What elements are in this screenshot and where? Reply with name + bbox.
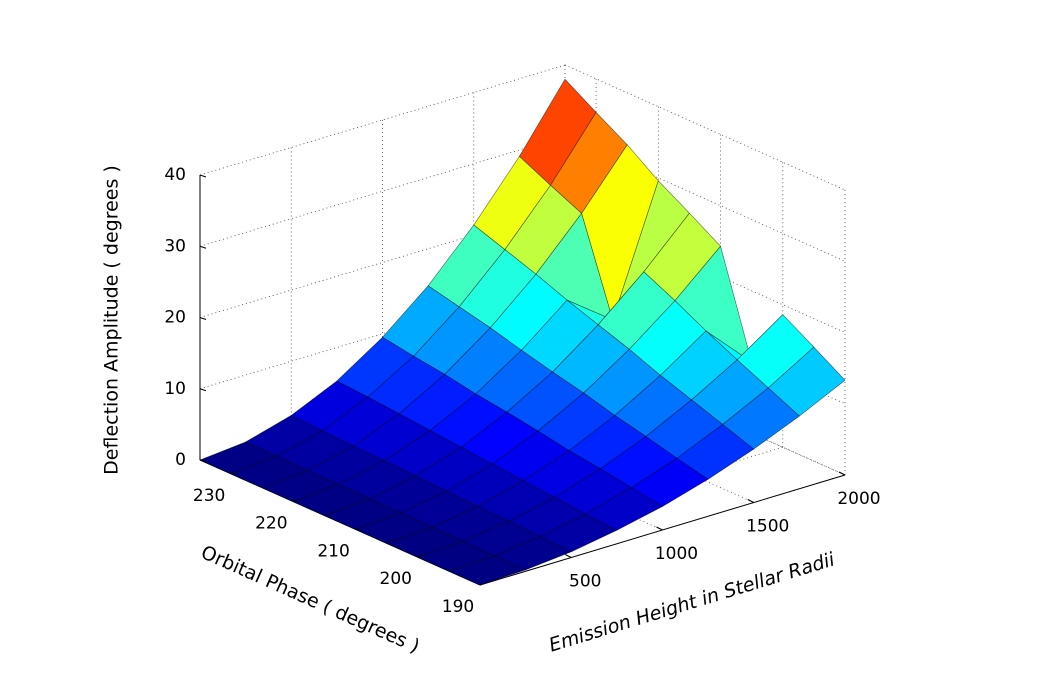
- z-axis-label: Deflection Amplitude ( degrees ): [101, 165, 123, 475]
- y-tick-label: 230: [193, 486, 225, 506]
- y-tick-label: 200: [380, 569, 412, 589]
- x-tick-label: 1500: [746, 517, 789, 537]
- x-tick: [656, 526, 663, 531]
- y-tick-label: 220: [255, 514, 287, 534]
- z-tick: [199, 388, 207, 392]
- z-tick-label: 30: [164, 236, 186, 256]
- y-tick: [355, 526, 362, 530]
- z-tick: [199, 174, 207, 178]
- y-tick-label: 190: [442, 597, 474, 617]
- x-tick: [747, 499, 754, 503]
- y-tick: [293, 499, 300, 503]
- z-tick-label: 40: [164, 165, 186, 185]
- x-tick-label: 1000: [655, 544, 698, 564]
- z-tick: [199, 459, 207, 463]
- y-tick: [230, 471, 238, 475]
- y-tick-label: 210: [317, 541, 349, 561]
- x-tick-label: 2000: [837, 489, 880, 509]
- z-tick-label: 0: [175, 450, 186, 470]
- z-tick-label: 10: [164, 379, 186, 399]
- surface-patch: [448, 555, 527, 586]
- y-axis-label: Orbital Phase ( degrees ): [198, 541, 423, 657]
- x-tick: [565, 554, 572, 558]
- x-tick: [838, 471, 846, 476]
- z-tick-label: 20: [164, 308, 186, 328]
- z-tick: [199, 317, 207, 320]
- y-tick: [479, 582, 487, 586]
- y-tick: [417, 554, 424, 558]
- x-axis-label: Emission Height in Stellar Radii: [546, 548, 838, 656]
- z-tick: [199, 245, 207, 249]
- x-tick-label: 500: [569, 572, 601, 592]
